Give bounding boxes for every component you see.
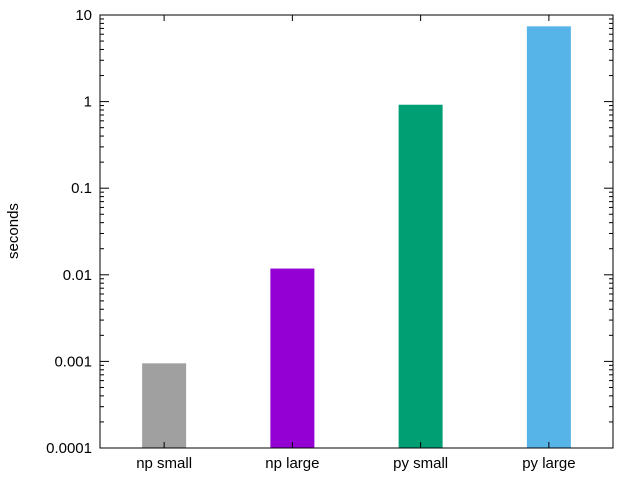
x-tick-label: py small xyxy=(393,455,448,472)
y-tick-label: 0.1 xyxy=(71,180,92,197)
y-tick-label: 0.01 xyxy=(63,267,92,284)
bar-np-small xyxy=(142,363,187,448)
plot-frame xyxy=(99,14,614,449)
y-tick-label: 0.001 xyxy=(54,353,92,370)
y-tick-label: 0.0001 xyxy=(46,440,92,457)
y-tick-labels: 0.0001 0.001 0.01 0.1 1 10 xyxy=(46,7,92,457)
y-tick-label: 1 xyxy=(84,94,92,111)
bars-group xyxy=(142,26,571,449)
bar-np-large xyxy=(270,268,315,448)
ticks-group xyxy=(100,14,613,449)
x-tick-label: np small xyxy=(136,455,192,472)
x-tick-labels: np small np large py small py large xyxy=(136,455,575,472)
bar-py-small xyxy=(398,104,443,449)
x-tick-label: py large xyxy=(522,455,575,472)
y-tick-label: 10 xyxy=(75,7,92,24)
y-axis-title: seconds xyxy=(5,203,22,259)
x-tick-label: np large xyxy=(265,455,319,472)
bar-py-large xyxy=(526,26,571,449)
